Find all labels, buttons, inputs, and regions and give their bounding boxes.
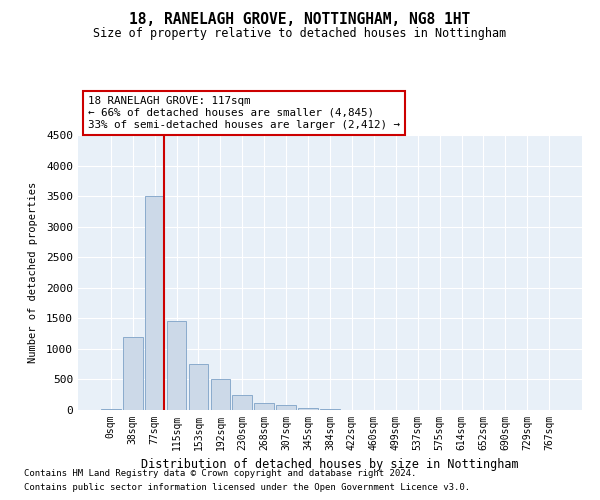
Bar [254,402,274,410]
Bar [211,380,230,410]
Text: Contains public sector information licensed under the Open Government Licence v3: Contains public sector information licen… [24,484,470,492]
Bar [298,408,318,410]
Text: 18, RANELAGH GROVE, NOTTINGHAM, NG8 1HT: 18, RANELAGH GROVE, NOTTINGHAM, NG8 1HT [130,12,470,28]
Bar [145,196,164,410]
Bar [320,409,340,410]
Bar [276,405,296,410]
Bar [188,364,208,410]
Bar [232,394,252,410]
Bar [123,336,143,410]
Text: Contains HM Land Registry data © Crown copyright and database right 2024.: Contains HM Land Registry data © Crown c… [24,468,416,477]
Text: 18 RANELAGH GROVE: 117sqm
← 66% of detached houses are smaller (4,845)
33% of se: 18 RANELAGH GROVE: 117sqm ← 66% of detac… [88,96,400,130]
Text: Size of property relative to detached houses in Nottingham: Size of property relative to detached ho… [94,28,506,40]
Bar [167,322,187,410]
X-axis label: Distribution of detached houses by size in Nottingham: Distribution of detached houses by size … [141,458,519,471]
Y-axis label: Number of detached properties: Number of detached properties [28,182,38,363]
